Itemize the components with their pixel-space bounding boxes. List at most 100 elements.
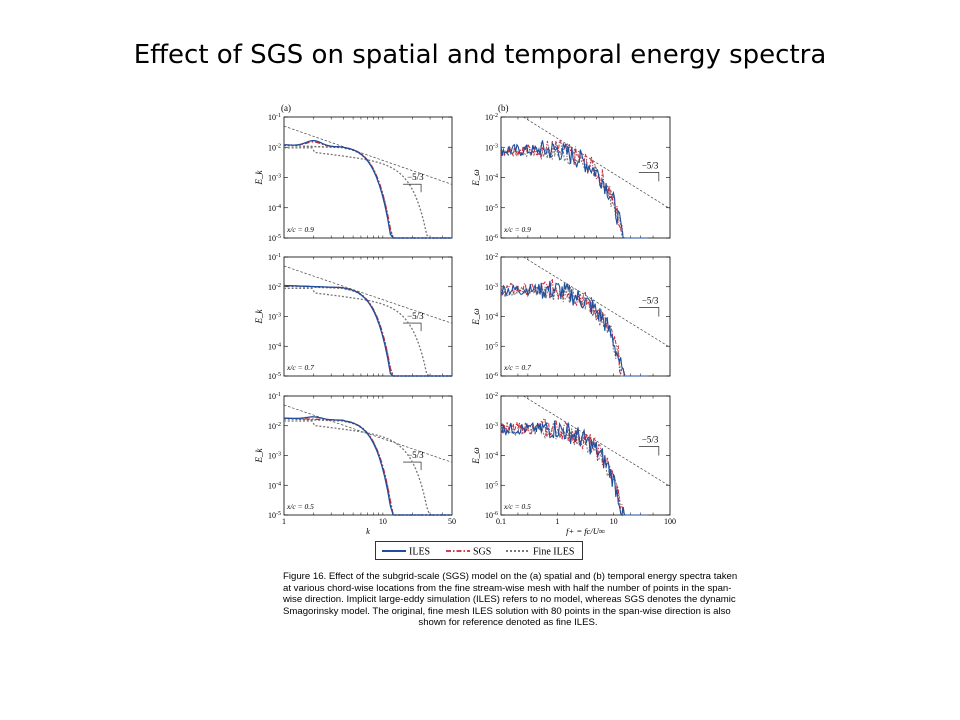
slope-label: −5/3: [642, 296, 659, 306]
y-tick-label: 10-4: [268, 342, 281, 351]
y-axis-label: E_k: [254, 309, 264, 325]
y-tick-label: 10-5: [268, 372, 281, 381]
x-tick-label: 10: [379, 517, 387, 526]
iles-curve: [283, 284, 452, 377]
slope-label: −5/3: [407, 450, 424, 460]
slide-title: Effect of SGS on spatial and temporal en…: [133, 40, 827, 70]
y-tick-label: 10-1: [268, 253, 281, 262]
plot-frame: [500, 256, 671, 377]
y-tick-label: 10-4: [268, 481, 281, 490]
reference-slope-line: [283, 265, 453, 324]
y-tick-label: 10-1: [268, 113, 281, 122]
slope-label: −5/3: [642, 160, 659, 170]
y-axis-label: E_k: [254, 170, 264, 186]
spatial-spectrum-panel: 10-1 10-2 10-3 10-4 10-5 E_k (a) x/c = 0.9 −5/3: [254, 103, 453, 243]
x-tick-label: 1: [555, 517, 559, 526]
x-tick-label: 100: [664, 517, 676, 526]
slope-triangle: [638, 446, 660, 456]
fine-iles-curve: [500, 284, 648, 377]
location-label: x/c = 0.7: [503, 363, 531, 372]
caption-line: at various chord-wise locations from the…: [283, 582, 732, 594]
y-axis-label: E_ω: [471, 447, 481, 464]
slope-label: −5/3: [407, 172, 424, 182]
figure-caption: Figure 16. Effect of the subgrid-scale (…: [283, 571, 738, 629]
y-tick-label: 10-3: [268, 174, 281, 183]
caption-line: wise direction. Implicit large-eddy simu…: [283, 594, 736, 606]
slope-triangle: [638, 307, 660, 317]
slope-label: −5/3: [407, 311, 424, 321]
panel-label: (a): [281, 103, 291, 113]
y-tick-label: 10-6: [485, 234, 498, 243]
reference-slope-line: [283, 125, 453, 185]
temporal-spectrum-panel: 10-2 10-3 10-4 10-5 10-6 E_ω (b) x/c = 0.9 −5/3: [471, 103, 671, 243]
reference-slope-line: [523, 256, 671, 348]
sgs-curve: [500, 138, 648, 239]
y-tick-label: 10-2: [268, 422, 281, 431]
caption-line: Figure 16. Effect of the subgrid-scale (…: [283, 571, 738, 582]
temporal-spectrum-panel: 10-2 10-3 10-4 10-5 10-6 E_ω x/c = 0.5 −5/3 0.1 1…: [471, 392, 676, 536]
y-tick-label: 10-2: [485, 253, 498, 262]
y-tick-label: 10-5: [485, 342, 498, 351]
y-tick-label: 10-4: [485, 174, 498, 183]
y-tick-label: 10-5: [268, 511, 281, 520]
fine-iles-curve: [284, 287, 452, 377]
y-tick-label: 10-3: [268, 452, 281, 461]
y-axis-label: E_k: [254, 448, 264, 464]
y-tick-label: 10-6: [485, 372, 498, 381]
y-tick-label: 10-3: [485, 143, 498, 152]
legend-label-sgs: SGS: [473, 547, 491, 558]
iles-curve: [500, 280, 648, 377]
location-label: x/c = 0.9: [286, 225, 314, 234]
spatial-spectrum-panel: 10-1 10-2 10-3 10-4 10-5 E_k x/c = 0.5 −5/3 1 10 5…: [254, 392, 456, 536]
reference-slope-line: [283, 404, 453, 463]
sgs-curve: [500, 417, 648, 516]
x-tick-label: 0.1: [496, 517, 506, 526]
iles-curve: [500, 420, 648, 517]
location-label: x/c = 0.7: [286, 363, 314, 372]
spatial-spectrum-panel: 10-1 10-2 10-3 10-4 10-5 E_k x/c = 0.7 −5/3: [254, 253, 453, 381]
x-tick-label: 1: [282, 517, 286, 526]
y-tick-label: 10-1: [268, 392, 281, 401]
fine-iles-curve: [284, 420, 452, 516]
temporal-spectrum-panel: 10-2 10-3 10-4 10-5 10-6 E_ω x/c = 0.7 −5/3: [471, 253, 671, 381]
slope-triangle: [403, 322, 422, 332]
iles-curve: [500, 140, 648, 239]
y-tick-label: 10-2: [485, 113, 498, 122]
caption-line: Smagorinsky model. The original, fine me…: [283, 605, 731, 617]
slope-triangle: [403, 461, 422, 471]
reference-slope-line: [523, 395, 671, 487]
legend-label-iles: ILES: [409, 547, 430, 558]
y-tick-label: 10-5: [268, 234, 281, 243]
reference-slope-line: [523, 116, 671, 210]
y-tick-label: 10-4: [268, 204, 281, 213]
y-tick-label: 10-5: [485, 481, 498, 490]
y-tick-label: 10-2: [268, 283, 281, 292]
x-axis-label: k: [366, 526, 370, 536]
x-tick-label: 10: [610, 517, 618, 526]
y-tick-label: 10-4: [485, 452, 498, 461]
y-tick-label: 10-3: [485, 283, 498, 292]
slope-label: −5/3: [642, 435, 659, 445]
plot-frame: [283, 116, 453, 239]
plot-frame: [500, 116, 671, 239]
panel-label: (b): [498, 103, 509, 113]
y-tick-label: 10-2: [485, 392, 498, 401]
slope-triangle: [638, 172, 660, 182]
y-tick-label: 10-4: [485, 313, 498, 322]
iles-curve: [284, 139, 452, 239]
y-tick-label: 10-2: [268, 143, 281, 152]
location-label: x/c = 0.5: [286, 502, 314, 511]
location-label: x/c = 0.5: [503, 502, 531, 511]
y-tick-label: 10-5: [485, 204, 498, 213]
location-label: x/c = 0.9: [503, 225, 531, 234]
legend-label-fine-iles: Fine ILES: [533, 547, 574, 558]
y-tick-label: 10-6: [485, 511, 498, 520]
y-tick-label: 10-3: [268, 313, 281, 322]
fine-iles-curve: [500, 420, 648, 516]
x-tick-label: 50: [448, 517, 456, 526]
y-axis-label: E_ω: [471, 308, 481, 325]
x-axis-label: f+ = fc/U∞: [566, 526, 605, 536]
plot-frame: [283, 256, 453, 377]
plot-frame: [283, 395, 453, 516]
